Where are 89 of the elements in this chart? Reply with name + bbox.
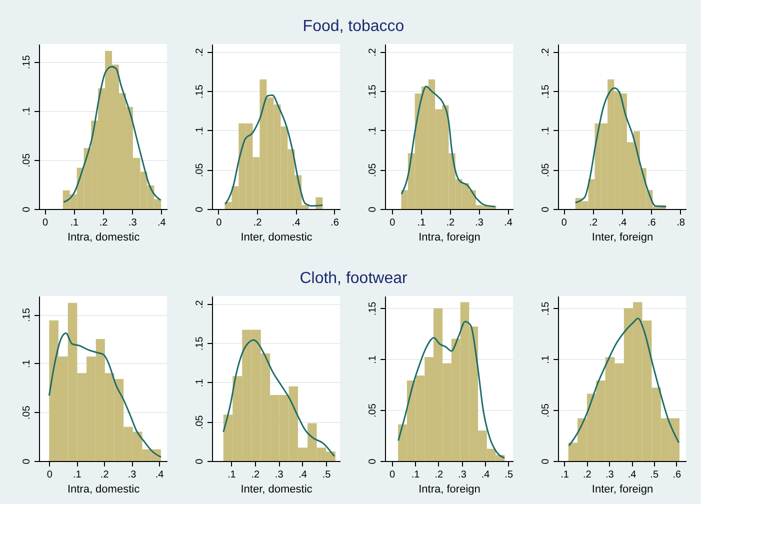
y-tick-label: .05 (194, 414, 206, 430)
x-tick-label: .5 (504, 470, 514, 480)
x-tick-label: .2 (99, 218, 108, 228)
x-tick-label: .2 (589, 218, 598, 228)
x-tick-label: 0 (561, 218, 568, 228)
x-axis-title: Intra, domestic (67, 484, 140, 496)
x-tick-label: .2 (100, 470, 110, 480)
x-tick-label: .2 (583, 470, 592, 480)
x-tick-label: .5 (322, 470, 332, 480)
y-tick-label: .2 (368, 48, 378, 57)
x-tick-label: .6 (672, 470, 682, 480)
x-tick-label: .1 (72, 470, 82, 480)
y-tick-label: .15 (22, 308, 32, 322)
y-tick-label: .05 (368, 162, 378, 178)
x-tick-label: .2 (446, 218, 455, 228)
y-tick-label: .1 (368, 126, 378, 136)
y-tick-label: .15 (540, 301, 552, 316)
x-axis-title: Inter, foreign (592, 484, 654, 496)
text: Cloth, footwear (300, 270, 408, 287)
x-tick-label: 0 (390, 218, 396, 228)
x-tick-label: .3 (128, 218, 138, 228)
x-tick-label: 0 (46, 470, 53, 480)
x-tick-label: 0 (389, 470, 396, 480)
x-tick-label: .1 (417, 218, 426, 228)
y-tick-label: .1 (540, 126, 552, 136)
x-tick-label: .1 (70, 218, 80, 228)
x-tick-label: .5 (650, 470, 660, 480)
x-tick-label: .2 (251, 470, 260, 480)
x-tick-label: .3 (605, 470, 614, 480)
x-tick-label: .4 (155, 470, 164, 480)
y-tick-label: .15 (194, 84, 206, 99)
x-tick-label: .1 (560, 470, 570, 480)
y-tick-label: 0 (194, 458, 206, 464)
y-tick-label: .05 (368, 403, 378, 418)
y-tick-label: .1 (22, 359, 32, 368)
x-tick-label: .4 (298, 470, 308, 480)
x-axis-title: Inter, foreign (592, 232, 654, 244)
x-tick-label: .2 (253, 218, 262, 228)
x-tick-label: .4 (504, 218, 513, 228)
y-tick-label: 0 (194, 206, 206, 212)
y-tick-label: .15 (368, 301, 378, 316)
x-tick-label: .3 (475, 218, 484, 228)
y-tick-label: 0 (368, 206, 378, 212)
y-tick-label: .2 (540, 48, 552, 57)
y-tick-label: .15 (368, 84, 378, 99)
x-tick-label: .8 (676, 218, 686, 228)
x-axis-title: Inter, domestic (240, 232, 313, 244)
y-tick-label: .05 (540, 162, 552, 178)
x-axis-title: Intra, foreign (418, 232, 480, 244)
x-tick-label: .6 (647, 218, 656, 228)
y-tick-label: .05 (22, 405, 32, 420)
x-axis-title: Inter, domestic (240, 484, 313, 496)
y-tick-label: .2 (194, 48, 206, 57)
x-tick-label: .4 (158, 218, 166, 228)
y-tick-label: .1 (22, 106, 32, 116)
y-tick-label: 0 (540, 206, 552, 212)
y-tick-label: .05 (194, 162, 206, 178)
y-tick-label: .15 (194, 336, 206, 351)
y-tick-label: 0 (22, 206, 32, 212)
y-tick-label: .1 (540, 355, 552, 364)
y-tick-label: .1 (368, 355, 378, 364)
y-tick-label: .05 (540, 403, 552, 418)
x-tick-label: .2 (434, 470, 444, 480)
x-tick-label: .1 (228, 470, 236, 480)
y-tick-label: 0 (540, 458, 552, 464)
x-tick-label: 0 (42, 218, 49, 228)
text: Food, tobacco (302, 18, 404, 35)
y-tick-label: 0 (368, 458, 378, 464)
x-axis-title: Intra, foreign (418, 484, 480, 496)
y-tick-label: .15 (540, 84, 552, 99)
y-tick-label: .05 (22, 153, 32, 168)
y-tick-label: .1 (194, 126, 206, 136)
x-axis-title: Intra, domestic (67, 232, 140, 244)
line-series (574, 87, 667, 208)
y-tick-label: .15 (22, 54, 32, 70)
x-tick-label: .3 (274, 470, 284, 480)
y-tick-label: 0 (22, 458, 32, 464)
x-tick-label: .6 (330, 218, 340, 228)
x-tick-label: .4 (628, 470, 637, 480)
y-tick-label: .2 (194, 300, 206, 309)
x-tick-label: .3 (458, 470, 467, 480)
x-tick-label: .4 (292, 218, 301, 228)
line-series (400, 86, 496, 208)
x-tick-label: .1 (411, 470, 420, 480)
x-tick-label: .4 (481, 470, 490, 480)
x-tick-label: 0 (216, 218, 222, 228)
x-tick-label: .4 (618, 218, 628, 228)
y-tick-label: .1 (194, 378, 206, 388)
x-tick-label: .3 (128, 470, 137, 480)
